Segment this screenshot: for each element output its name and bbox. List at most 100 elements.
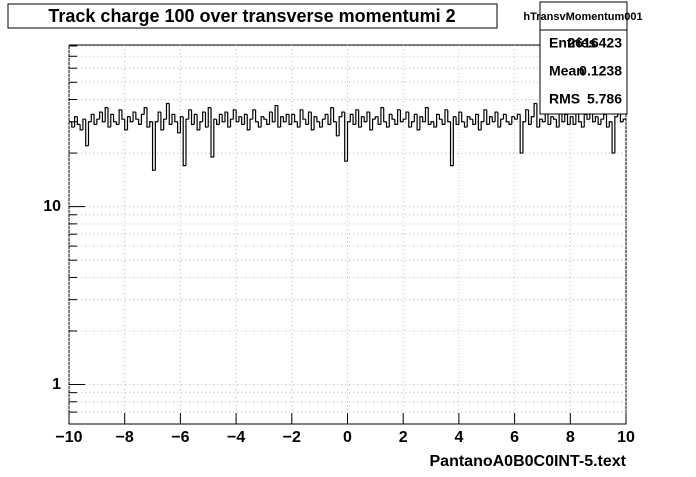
histogram-bin [502, 113, 507, 120]
histogram-bin [280, 116, 284, 128]
stats-name: hTransvMomentum001 [523, 11, 642, 23]
histogram-bin [480, 121, 484, 130]
histogram-bin [302, 109, 306, 120]
histogram-bin [424, 107, 429, 122]
histogram-bin [374, 116, 379, 120]
histogram-bin [73, 116, 78, 128]
histogram-bin [586, 114, 590, 120]
histogram-bin [605, 114, 610, 128]
histogram-bin [151, 121, 156, 171]
histogram-bin [330, 107, 334, 125]
histogram-bin [619, 112, 624, 123]
histogram-bin [566, 114, 571, 125]
histogram-bin [363, 116, 367, 123]
histogram-bin [332, 107, 337, 123]
histogram-bin [550, 116, 554, 125]
histogram-bin [177, 121, 181, 134]
histogram-bin [530, 116, 535, 125]
histogram-bin [96, 118, 100, 125]
histogram-bin [135, 112, 139, 120]
y-tick-label: 10 [43, 198, 61, 215]
histogram-bin [344, 112, 348, 162]
histogram-bin [171, 113, 175, 125]
histogram-bin [514, 116, 518, 120]
histogram-bin [266, 119, 270, 125]
histogram-bin [160, 112, 164, 131]
histogram-bin [419, 116, 423, 130]
histogram-bin [402, 118, 406, 122]
histogram-bin [346, 121, 351, 162]
histogram-bin [338, 116, 342, 136]
histogram-bin [305, 119, 309, 125]
histogram-bin [101, 112, 106, 123]
histogram-bin [447, 109, 451, 123]
histogram-bin [416, 114, 420, 131]
histogram-bin [313, 116, 317, 130]
histogram-bin [413, 113, 418, 122]
x-tick-label: −8 [116, 429, 134, 446]
histogram-bin [472, 119, 476, 125]
histogram-bin [488, 116, 493, 125]
stats-label: Entries [549, 35, 597, 51]
histogram-bin [449, 121, 454, 167]
histogram-bin [257, 121, 262, 128]
histogram-bin [569, 116, 574, 125]
x-tick-label: −4 [227, 429, 245, 446]
histogram-bin [541, 119, 546, 123]
histogram-bin [129, 116, 134, 123]
histogram-bin [243, 113, 248, 125]
histogram-bin [138, 119, 142, 125]
histogram-bin [552, 116, 557, 120]
histogram-bin [433, 121, 437, 128]
histogram-bin [519, 114, 523, 154]
histogram-bin [622, 118, 626, 122]
y-tick-label: 1 [52, 376, 61, 393]
histogram-bin [477, 114, 482, 131]
histogram-bin [291, 113, 295, 125]
histogram-bin [293, 114, 298, 123]
histogram-bin [190, 109, 195, 125]
histogram-bin [185, 118, 189, 166]
histogram-bin [580, 121, 585, 128]
histogram-bin [380, 107, 384, 125]
histogram-bin [76, 116, 81, 125]
histogram-bin [466, 116, 471, 128]
histogram-bin [107, 107, 111, 128]
histogram-bin [594, 116, 599, 122]
histogram-bin [410, 121, 415, 128]
histogram-bin [461, 112, 465, 123]
histogram-bin [154, 121, 159, 171]
histogram-bin [202, 111, 206, 122]
histogram-bin [316, 116, 320, 123]
chart-title: Track charge 100 over transverse momentu… [48, 6, 455, 26]
histogram-bin [179, 116, 184, 133]
histogram-bin [539, 118, 543, 128]
histogram-bin [299, 109, 303, 128]
histogram-bin [483, 109, 487, 122]
histogram-bin [99, 111, 103, 120]
stats-frame [539, 1, 628, 115]
histogram-bin [436, 113, 440, 128]
histogram-bin [227, 112, 231, 128]
title-box [7, 3, 498, 29]
histogram-bin [182, 116, 186, 167]
histogram-bin [157, 111, 161, 122]
histogram-bin [611, 121, 615, 154]
histogram-bin [126, 116, 131, 130]
histogram-bin [263, 116, 267, 120]
histogram-bin [140, 113, 145, 125]
histogram-bin [360, 116, 365, 128]
histogram-bin [288, 114, 292, 125]
histogram-bin [285, 113, 290, 122]
histogram-bin [405, 111, 409, 120]
histogram-bin [216, 119, 220, 125]
histogram-bin [394, 119, 398, 125]
histogram-bin [486, 109, 490, 125]
histogram-bin [232, 109, 237, 120]
histogram-bin [491, 116, 496, 123]
histogram-bin [358, 109, 362, 128]
histogram-bin [168, 103, 173, 125]
histogram-bin [235, 109, 239, 123]
histogram-bin [268, 111, 273, 125]
